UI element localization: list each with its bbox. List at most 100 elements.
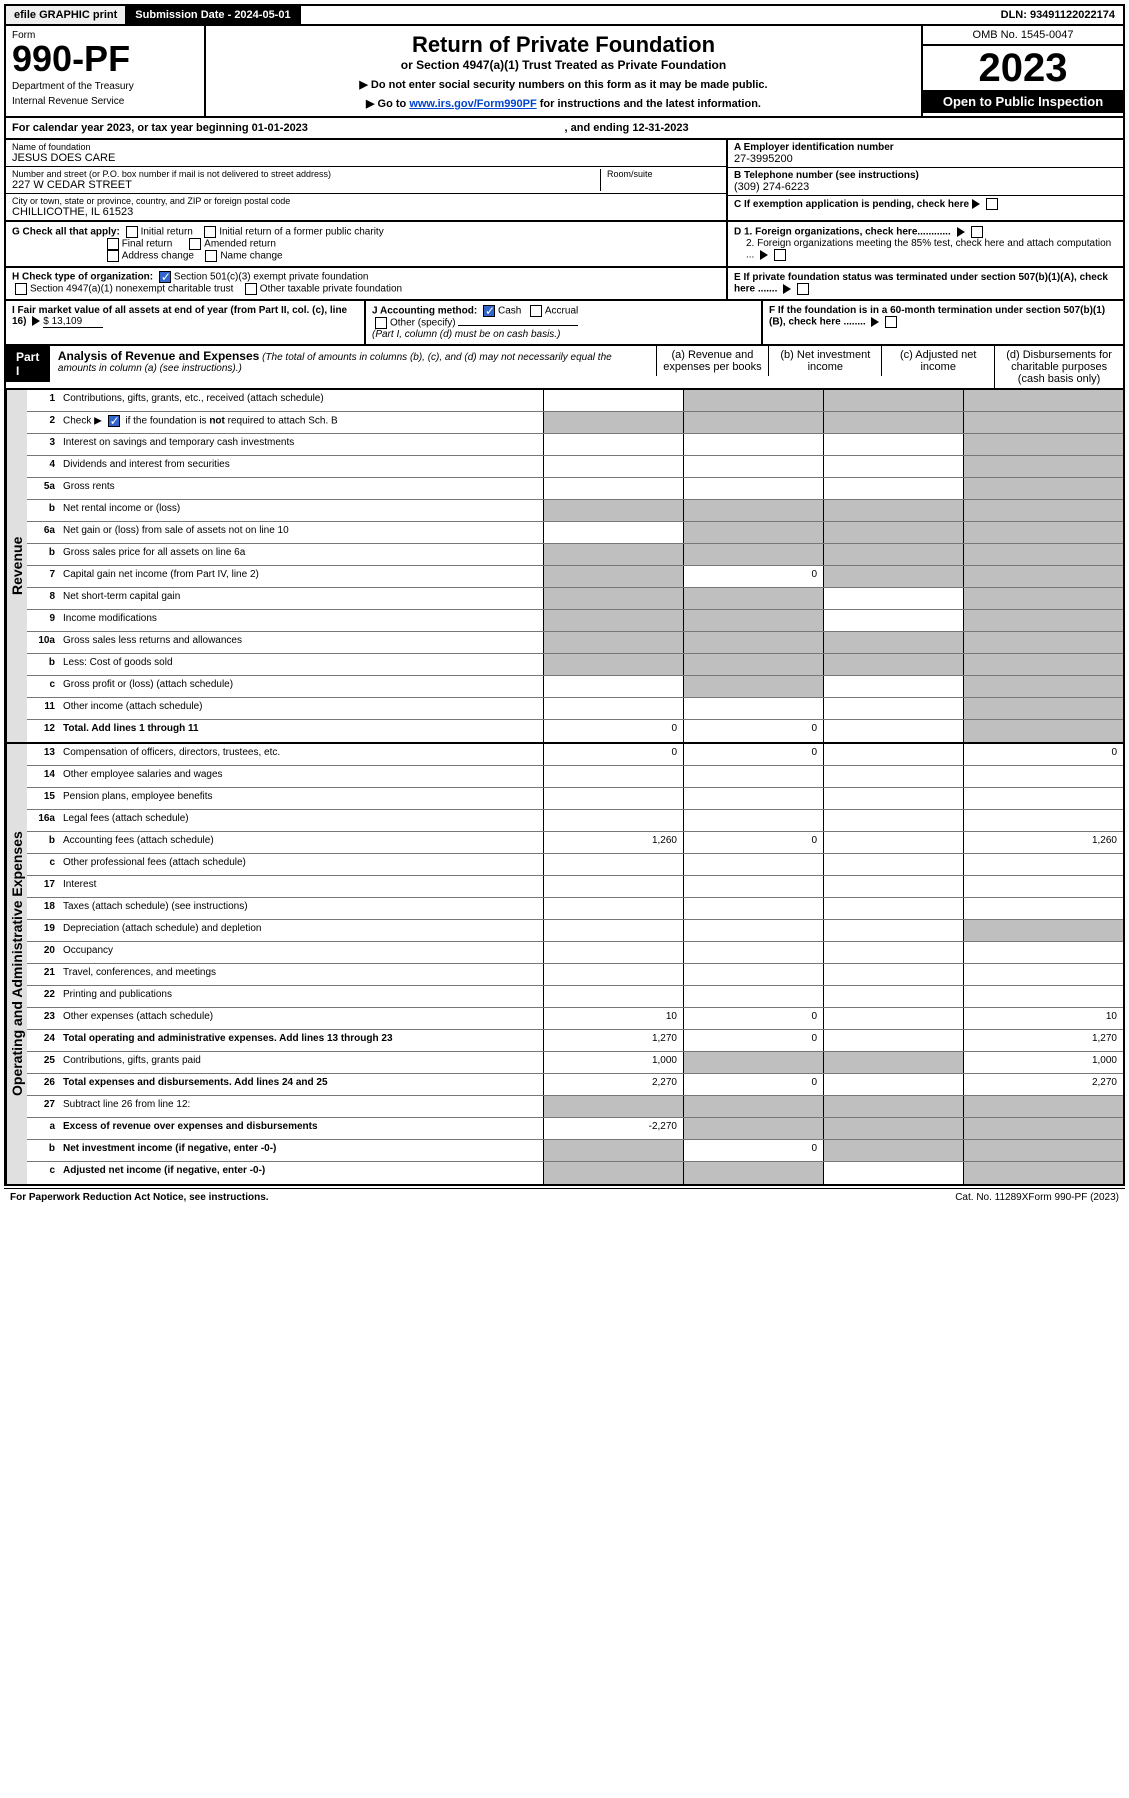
- foundation-name: JESUS DOES CARE: [12, 152, 720, 164]
- h-label: H Check type of organization:: [12, 272, 153, 283]
- r26-d: 2,270: [963, 1074, 1123, 1095]
- j-cash-checkbox[interactable]: [483, 305, 495, 317]
- r27: Subtract line 26 from line 12:: [59, 1096, 543, 1117]
- efile-print-button[interactable]: efile GRAPHIC print: [6, 6, 127, 24]
- r15: Pension plans, employee benefits: [59, 788, 543, 809]
- r13-a: 0: [543, 744, 683, 765]
- col-b-header: (b) Net investment income: [768, 346, 881, 376]
- c-label: C If exemption application is pending, c…: [734, 199, 969, 210]
- g-opt-5: Name change: [220, 251, 282, 262]
- r13-b: 0: [683, 744, 823, 765]
- r22: Printing and publications: [59, 986, 543, 1007]
- r23-d: 10: [963, 1008, 1123, 1029]
- form-title: Return of Private Foundation: [216, 32, 911, 58]
- g-initial-checkbox[interactable]: [126, 226, 138, 238]
- r16b-d: 1,260: [963, 832, 1123, 853]
- r12: Total. Add lines 1 through 11: [59, 720, 543, 742]
- address: 227 W CEDAR STREET: [12, 179, 600, 191]
- r23: Other expenses (attach schedule): [59, 1008, 543, 1029]
- d2-label: 2. Foreign organizations meeting the 85%…: [746, 238, 1111, 261]
- part1-tag: Part I: [6, 346, 50, 382]
- h-other-checkbox[interactable]: [245, 283, 257, 295]
- r10c: Gross profit or (loss) (attach schedule): [59, 676, 543, 697]
- section-h-e: H Check type of organization: Section 50…: [4, 268, 1125, 301]
- city: CHILLICOTHE, IL 61523: [12, 206, 720, 218]
- r24-d: 1,270: [963, 1030, 1123, 1051]
- dept-treasury: Department of the Treasury: [12, 81, 198, 92]
- d2-checkbox[interactable]: [774, 249, 786, 261]
- r10a: Gross sales less returns and allowances: [59, 632, 543, 653]
- h-501c3-checkbox[interactable]: [159, 271, 171, 283]
- col-d-header: (d) Disbursements for charitable purpose…: [994, 346, 1123, 388]
- r27a-a: -2,270: [543, 1118, 683, 1139]
- irs-label: Internal Revenue Service: [12, 96, 198, 107]
- r23-a: 10: [543, 1008, 683, 1029]
- tel: (309) 274-6223: [734, 181, 1117, 193]
- entity-info: Name of foundation JESUS DOES CARE Numbe…: [4, 140, 1125, 222]
- irs-link[interactable]: www.irs.gov/Form990PF: [409, 98, 536, 110]
- r13: Compensation of officers, directors, tru…: [59, 744, 543, 765]
- tel-label: B Telephone number (see instructions): [734, 170, 1117, 181]
- r27b-b: 0: [683, 1140, 823, 1161]
- h-opt3: Other taxable private foundation: [260, 284, 402, 295]
- dln: DLN: 93491122022174: [993, 6, 1123, 24]
- g-initial-former-checkbox[interactable]: [204, 226, 216, 238]
- r24: Total operating and administrative expen…: [59, 1030, 543, 1051]
- r7-b: 0: [683, 566, 823, 587]
- arrow-icon: [957, 227, 965, 237]
- g-opt-3: Amended return: [204, 239, 276, 250]
- arrow-icon: [760, 250, 768, 260]
- section-ijf: I Fair market value of all assets at end…: [4, 301, 1125, 346]
- r16c: Other professional fees (attach schedule…: [59, 854, 543, 875]
- j-other-checkbox[interactable]: [375, 317, 387, 329]
- j-note: (Part I, column (d) must be on cash basi…: [372, 329, 560, 340]
- r11: Other income (attach schedule): [59, 698, 543, 719]
- ein-label: A Employer identification number: [734, 142, 1117, 153]
- g-namechg-checkbox[interactable]: [205, 250, 217, 262]
- d1-label: D 1. Foreign organizations, check here..…: [734, 227, 951, 238]
- r2-checkbox[interactable]: [108, 415, 120, 427]
- footer-catno: Cat. No. 11289X: [955, 1192, 1028, 1203]
- r25-d: 1,000: [963, 1052, 1123, 1073]
- r23-b: 0: [683, 1008, 823, 1029]
- open-public-badge: Open to Public Inspection: [923, 90, 1123, 113]
- instr-pre: ▶ Go to: [366, 98, 409, 110]
- r8: Net short-term capital gain: [59, 588, 543, 609]
- arrow-icon: [871, 317, 879, 327]
- instr-ssn: ▶ Do not enter social security numbers o…: [216, 78, 911, 91]
- c-checkbox[interactable]: [986, 198, 998, 210]
- r16a: Legal fees (attach schedule): [59, 810, 543, 831]
- j-other: Other (specify): [390, 318, 456, 329]
- r27a: Excess of revenue over expenses and disb…: [59, 1118, 543, 1139]
- f-checkbox[interactable]: [885, 316, 897, 328]
- j-cash: Cash: [498, 306, 521, 317]
- j-accrual-checkbox[interactable]: [530, 305, 542, 317]
- e-checkbox[interactable]: [797, 283, 809, 295]
- r12-a: 0: [543, 720, 683, 742]
- d1-checkbox[interactable]: [971, 226, 983, 238]
- part1-desc: Analysis of Revenue and Expenses (The to…: [50, 346, 656, 377]
- i-value: $ 13,109: [43, 316, 103, 328]
- j-other-input[interactable]: [458, 325, 578, 326]
- r26-b: 0: [683, 1074, 823, 1095]
- g-addrchg-checkbox[interactable]: [107, 250, 119, 262]
- footer-formref: Form 990-PF (2023): [1028, 1192, 1119, 1203]
- part1-title: Analysis of Revenue and Expenses: [58, 349, 259, 363]
- g-opt-4: Address change: [122, 251, 194, 262]
- r21: Travel, conferences, and meetings: [59, 964, 543, 985]
- r6b: Gross sales price for all assets on line…: [59, 544, 543, 565]
- r27b: Net investment income (if negative, ente…: [59, 1140, 543, 1161]
- r3: Interest on savings and temporary cash i…: [59, 434, 543, 455]
- r2: Check ▶ if the foundation is not require…: [59, 412, 543, 433]
- instr-post: for instructions and the latest informat…: [537, 98, 761, 110]
- h-4947-checkbox[interactable]: [15, 283, 27, 295]
- r24-a: 1,270: [543, 1030, 683, 1051]
- f-label: F If the foundation is in a 60-month ter…: [769, 305, 1105, 328]
- cal-year-end: , and ending 12-31-2023: [565, 122, 1118, 134]
- revenue-side-label: Revenue: [6, 390, 27, 742]
- j-accrual: Accrual: [545, 306, 578, 317]
- g-amended-checkbox[interactable]: [189, 238, 201, 250]
- g-final-checkbox[interactable]: [107, 238, 119, 250]
- r7: Capital gain net income (from Part IV, l…: [59, 566, 543, 587]
- city-label: City or town, state or province, country…: [12, 196, 720, 206]
